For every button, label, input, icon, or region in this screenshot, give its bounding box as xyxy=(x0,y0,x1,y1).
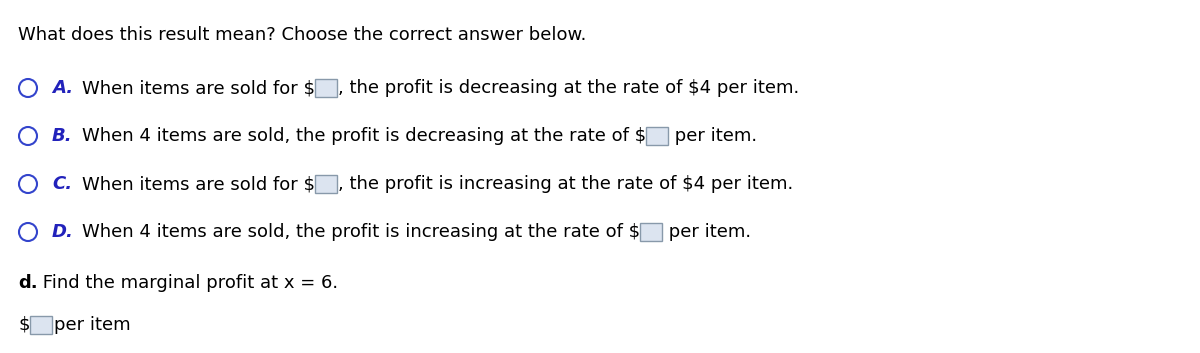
Text: Find the marginal profit at x = 6.: Find the marginal profit at x = 6. xyxy=(37,274,338,292)
FancyBboxPatch shape xyxy=(314,175,337,193)
Text: D.: D. xyxy=(52,223,74,241)
Text: When 4 items are sold, the profit is increasing at the rate of $: When 4 items are sold, the profit is inc… xyxy=(82,223,640,241)
Text: When items are sold for $: When items are sold for $ xyxy=(82,79,314,97)
Text: per item.: per item. xyxy=(670,127,757,145)
Text: C.: C. xyxy=(52,175,72,193)
Text: per item: per item xyxy=(54,316,131,334)
Text: $: $ xyxy=(18,316,30,334)
Text: A.: A. xyxy=(52,79,73,97)
FancyBboxPatch shape xyxy=(646,127,668,145)
Text: When 4 items are sold, the profit is decreasing at the rate of $: When 4 items are sold, the profit is dec… xyxy=(82,127,646,145)
Text: d.: d. xyxy=(18,274,37,292)
Text: per item.: per item. xyxy=(664,223,751,241)
Text: , the profit is decreasing at the rate of $4 per item.: , the profit is decreasing at the rate o… xyxy=(338,79,799,97)
FancyBboxPatch shape xyxy=(314,79,337,97)
Text: , the profit is increasing at the rate of $4 per item.: , the profit is increasing at the rate o… xyxy=(338,175,793,193)
FancyBboxPatch shape xyxy=(30,316,52,334)
Text: B.: B. xyxy=(52,127,73,145)
FancyBboxPatch shape xyxy=(640,223,662,241)
Text: What does this result mean? Choose the correct answer below.: What does this result mean? Choose the c… xyxy=(18,26,587,44)
Text: When items are sold for $: When items are sold for $ xyxy=(82,175,314,193)
